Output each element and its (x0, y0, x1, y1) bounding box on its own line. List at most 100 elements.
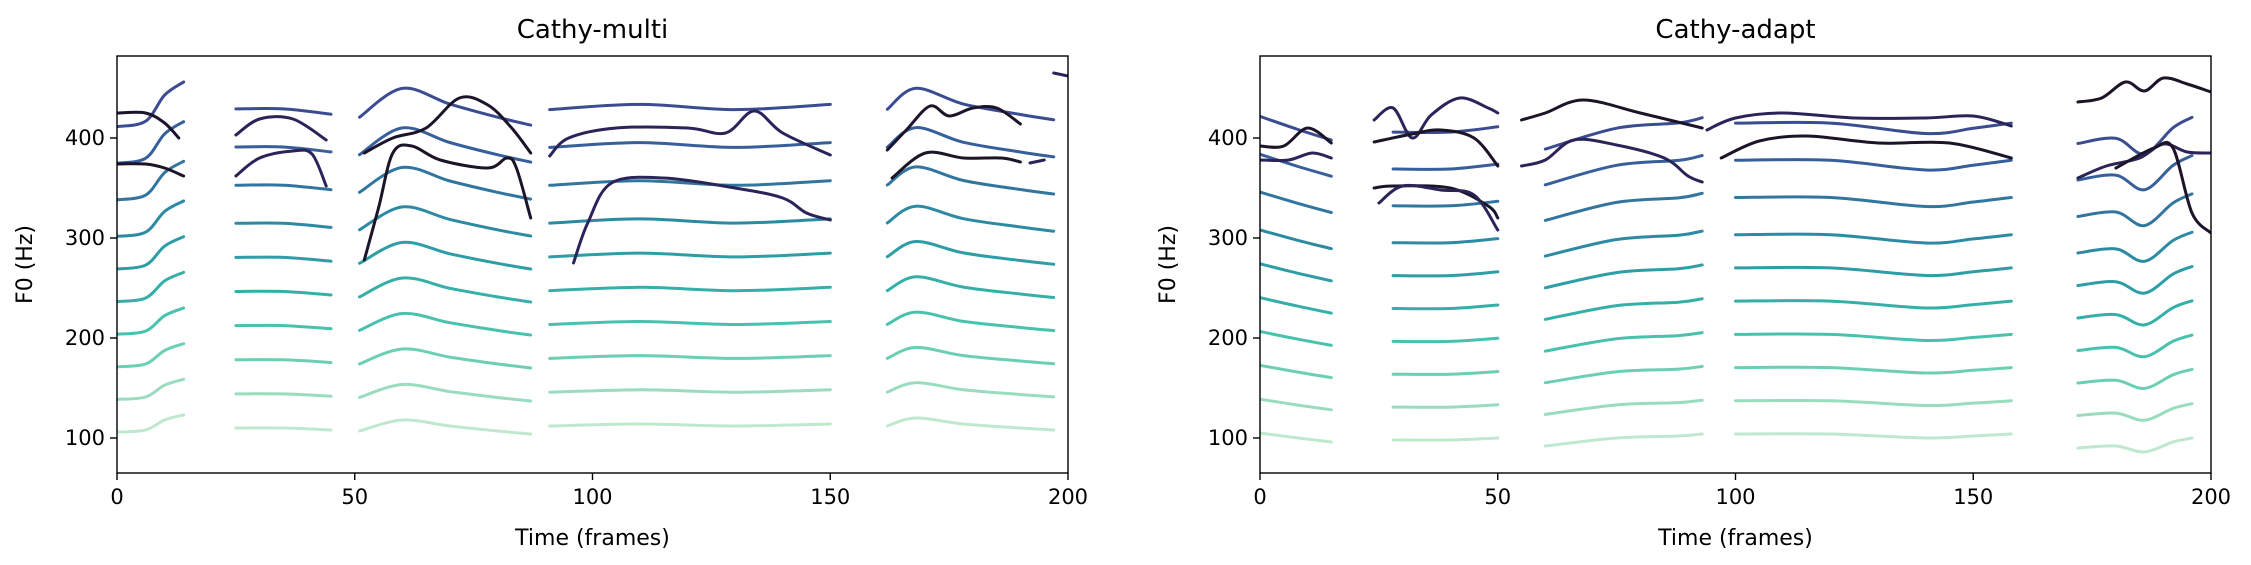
f0-contour-line (1260, 296, 1333, 315)
f0-contour-line (234, 107, 333, 116)
x-tick-label: 100 (572, 485, 612, 509)
f0-contour-line (2076, 333, 2194, 359)
f0-contour-line (2076, 192, 2194, 228)
f0-contour-line (1734, 398, 2013, 408)
f0-contour-line (1260, 152, 1333, 178)
f0-contour-line (234, 323, 333, 331)
y-tick-label: 300 (65, 226, 105, 250)
f0-contour-line (117, 110, 181, 140)
y-tick-label: 300 (1208, 226, 1248, 250)
f0-contour-line (358, 276, 533, 304)
axes-frame (116, 55, 1069, 474)
f0-contour-line (2076, 367, 2194, 390)
f0-contour-line (1543, 229, 1704, 258)
f0-contour-line (358, 126, 533, 164)
f0-contour-line (1391, 436, 1500, 442)
f0-contour-line (548, 141, 832, 149)
f0-contour-line (1520, 137, 1704, 184)
f0-contour-line (548, 217, 832, 225)
f0-contour-line (1705, 111, 2013, 132)
f0-contour-line (2076, 436, 2194, 454)
f0-contour-line (1391, 336, 1500, 344)
y-axis-label: F0 (Hz) (13, 225, 38, 304)
f0-contour-line (1734, 332, 2013, 343)
f0-contour-line (1260, 431, 1333, 444)
f0-contour-line (117, 342, 186, 369)
f0-contour-line (2076, 402, 2194, 422)
f0-contour-line (885, 126, 1056, 159)
f0-contour-line (1543, 297, 1704, 321)
f0-contour-line (548, 354, 832, 360)
y-tick-label: 400 (65, 126, 105, 150)
plot-lines (117, 71, 1068, 436)
f0-contour-line (1734, 299, 2013, 310)
f0-contour-line (117, 80, 186, 129)
f0-contour-line (358, 311, 533, 337)
f0-contour-line (1052, 71, 1068, 78)
f0-contour-line (1734, 432, 2013, 440)
f0-contour-line (1543, 364, 1704, 385)
f0-contour-line (117, 377, 186, 401)
f0-contour-line (1391, 370, 1500, 376)
f0-contour-line (548, 179, 832, 187)
f0-contour-line (1734, 120, 2013, 136)
f0-contour-line (1260, 262, 1333, 283)
f0-contour-line (1543, 154, 1704, 187)
f0-contour-line (1391, 270, 1500, 278)
plot-lines (1260, 76, 2211, 454)
f0-contour-line (1520, 98, 1704, 130)
f0-contour-line (885, 345, 1056, 366)
f0-contour-line (234, 392, 333, 398)
f0-contour-line (1734, 158, 2013, 172)
f0-contour-line (234, 255, 333, 263)
x-tick-label: 150 (810, 485, 850, 509)
f0-contour-line (1734, 265, 2013, 278)
x-tick-label: 100 (1715, 485, 1755, 509)
x-tick-label: 200 (2191, 485, 2231, 509)
f0-contour-line (885, 239, 1056, 266)
f0-contour-line (1260, 151, 1333, 163)
f0-contour-line (1372, 96, 1500, 140)
f0-contour-line (117, 235, 186, 271)
f0-contour-line (2076, 142, 2211, 180)
f0-contour-line (1260, 397, 1333, 412)
chart-title: Cathy-multi (517, 15, 669, 45)
f0-contour-line (358, 205, 533, 238)
f0-contour-line (885, 310, 1056, 333)
f0-contour-line (2076, 265, 2194, 295)
f0-contour-line (1734, 365, 2013, 375)
f0-contour-line (548, 102, 832, 112)
f0-contour-line (234, 115, 328, 142)
f0-contour-line (234, 145, 333, 154)
axes-frame (1259, 55, 2212, 474)
f0-contour-line (1734, 195, 2013, 209)
f0-contour-line (117, 199, 186, 238)
f0-contour-line (358, 418, 533, 436)
f0-contour-line (358, 347, 533, 370)
f0-contour-line (1719, 134, 2013, 160)
f0-contour-line (234, 221, 333, 229)
f0-contour-line (1391, 403, 1500, 409)
f0-contour-line (885, 381, 1056, 399)
f0-contour-line (2076, 299, 2194, 327)
f0-contour-line (234, 358, 333, 364)
y-tick-label: 100 (1208, 426, 1248, 450)
f0-contour-line (117, 306, 186, 336)
f0-contour-line (234, 183, 333, 192)
f0-contour-line (358, 240, 533, 271)
x-axis-label: Time (frames) (1657, 526, 1813, 551)
f0-contour-line (117, 159, 186, 202)
f0-contour-line (117, 120, 186, 165)
x-tick-label: 50 (1484, 485, 1511, 509)
f0-contour-line (2076, 230, 2194, 263)
f0-contour-line (1543, 191, 1704, 222)
f0-contour-line (234, 289, 333, 297)
f0-contour-line (885, 416, 1056, 432)
y-tick-label: 400 (1208, 126, 1248, 150)
axis-ticks: 0 50 100 150 200 100 200 300 400 (65, 126, 1088, 509)
f0-contour-line (885, 275, 1056, 299)
f0-contour-line (1391, 237, 1500, 245)
x-tick-label: 0 (1253, 485, 1266, 509)
f0-contour-line (890, 150, 1022, 180)
y-tick-label: 100 (65, 426, 105, 450)
